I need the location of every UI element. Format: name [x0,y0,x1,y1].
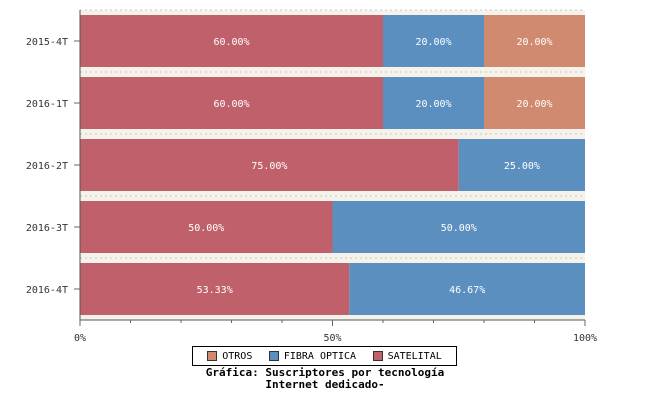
y-tick-label: 2015-4T [26,37,68,48]
chart-caption: Gráfica: Suscriptores por tecnología Int… [0,367,650,391]
bar-otros [484,77,585,129]
bar-fibra-optica [383,77,484,129]
bar-fibra-optica [458,139,585,191]
bar-satelital [80,263,350,315]
data-label: 53.33% [197,285,233,296]
data-label: 25.00% [504,161,540,172]
y-tick-label: 2016-3T [26,223,68,234]
bar-satelital [80,201,333,253]
x-tick-label: 0% [74,333,86,344]
legend-label: OTROS [222,350,253,362]
x-tick-label: 100% [573,333,597,344]
data-label: 60.00% [213,99,249,110]
y-tick-label: 2016-2T [26,161,68,172]
data-label: 20.00% [516,99,552,110]
data-label: 60.00% [213,37,249,48]
legend-swatch [207,351,218,361]
data-label: 46.67% [449,285,485,296]
bar-fibra-optica [383,15,484,67]
legend-label: FIBRA OPTICA [283,350,357,362]
x-tick-label: 50% [323,333,341,344]
bar-fibra-optica [332,201,585,253]
legend-label: SATELITAL [387,350,442,362]
y-tick-label: 2016-4T [26,285,68,296]
data-label: 20.00% [516,37,552,48]
caption-line-2: Internet dedicado- [265,378,385,391]
y-tick-label: 2016-1T [26,99,68,110]
legend-item-satelital: SATELITAL [372,350,442,362]
data-label: 20.00% [415,99,451,110]
bar-otros [484,15,585,67]
legend-swatch [268,351,279,361]
legend-item-fibra-optica: FIBRA OPTICA [268,350,357,362]
data-label: 75.00% [251,161,287,172]
legend-swatch [372,351,383,361]
bar-satelital [80,77,383,129]
bar-satelital [80,15,383,67]
stacked-bar-chart: 60.00% 20.00% 20.00% 2015-4T 60.00% 20.00% 20.… [26,9,597,344]
data-label: 20.00% [415,37,451,48]
bar-satelital [80,139,459,191]
legend-item-otros: OTROS [207,351,252,362]
data-label: 50.00% [441,223,477,234]
bar-fibra-optica [349,263,585,315]
data-label: 50.00% [188,223,224,234]
legend: OTROS FIBRA OPTICA SATELITAL [192,346,457,366]
caption-line-1: Gráfica: Suscriptores por tecnología [205,366,445,379]
